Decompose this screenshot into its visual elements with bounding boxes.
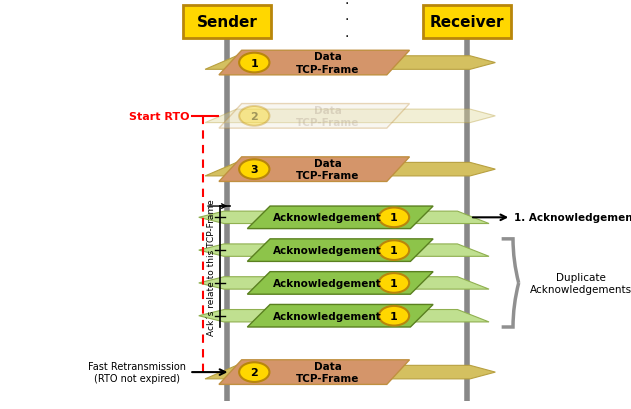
Polygon shape <box>219 51 410 76</box>
Text: Start RTO: Start RTO <box>129 112 189 121</box>
Text: 2: 2 <box>251 367 258 377</box>
Circle shape <box>379 306 409 326</box>
Text: Acknowledgement: Acknowledgement <box>273 245 382 256</box>
Text: 1: 1 <box>251 58 258 68</box>
Polygon shape <box>247 305 433 327</box>
Circle shape <box>239 54 269 73</box>
Polygon shape <box>219 360 410 384</box>
Polygon shape <box>205 366 495 379</box>
Polygon shape <box>219 157 410 182</box>
Text: ·
·
·: · · · <box>345 0 349 44</box>
Polygon shape <box>205 110 495 123</box>
Polygon shape <box>247 207 433 229</box>
Polygon shape <box>199 277 489 290</box>
Polygon shape <box>205 163 495 176</box>
Text: Duplicate
Acknowledgements: Duplicate Acknowledgements <box>530 272 631 294</box>
Text: Fast Retransmission
(RTO not expired): Fast Retransmission (RTO not expired) <box>88 361 186 383</box>
Polygon shape <box>219 104 410 129</box>
Text: Sender: Sender <box>197 15 257 30</box>
Text: 1: 1 <box>390 278 398 288</box>
Circle shape <box>239 160 269 180</box>
Text: 1. Acknowledgement: 1. Acknowledgement <box>514 213 631 223</box>
Circle shape <box>379 240 409 261</box>
Text: 2: 2 <box>251 112 258 121</box>
Polygon shape <box>199 211 489 224</box>
Polygon shape <box>205 57 495 70</box>
Circle shape <box>239 107 269 126</box>
Circle shape <box>379 208 409 227</box>
Text: Data
TCP-Frame: Data TCP-Frame <box>296 106 359 128</box>
Text: Data
TCP-Frame: Data TCP-Frame <box>296 361 359 383</box>
Text: 1: 1 <box>390 311 398 321</box>
Text: 3: 3 <box>251 165 258 175</box>
FancyBboxPatch shape <box>423 6 511 39</box>
Polygon shape <box>199 244 489 257</box>
Text: Data
TCP-Frame: Data TCP-Frame <box>296 52 359 74</box>
Text: Ack´s relate to this TCP-Frame: Ack´s relate to this TCP-Frame <box>207 199 216 335</box>
FancyBboxPatch shape <box>183 6 271 39</box>
Text: Acknowledgement: Acknowledgement <box>273 213 382 223</box>
Text: Acknowledgement: Acknowledgement <box>273 311 382 321</box>
Text: Acknowledgement: Acknowledgement <box>273 278 382 288</box>
Text: 1: 1 <box>390 213 398 223</box>
Polygon shape <box>247 239 433 262</box>
Polygon shape <box>199 310 489 322</box>
Text: Receiver: Receiver <box>430 15 504 30</box>
Text: Data
TCP-Frame: Data TCP-Frame <box>296 159 359 181</box>
Polygon shape <box>247 272 433 294</box>
Circle shape <box>379 273 409 293</box>
Text: 1: 1 <box>390 245 398 256</box>
Circle shape <box>239 362 269 382</box>
